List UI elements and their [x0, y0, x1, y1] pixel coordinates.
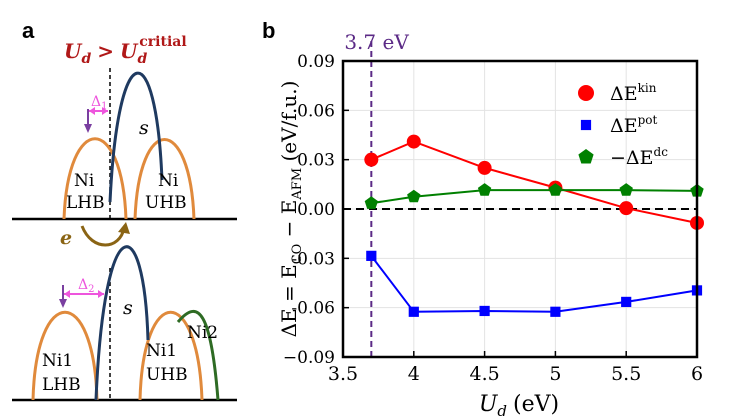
delta2-sym: Δ — [78, 277, 88, 293]
legend-marker-pentagon — [578, 149, 594, 164]
series-line-square — [370, 255, 698, 313]
top-s-band — [108, 71, 164, 203]
x-tick-label: 4 — [408, 363, 420, 385]
legend-label-square: ΔEpot — [610, 113, 658, 137]
top-lhb-band — [62, 137, 128, 220]
bottom-lhb-label-2: LHB — [42, 375, 81, 395]
x-tick-label: 5.5 — [611, 363, 641, 385]
y-tick-label: 0.00 — [297, 200, 335, 220]
y-tick-label: -0.03 — [291, 249, 335, 269]
delta1-sub: 1 — [101, 101, 107, 112]
cond-crit-sup: critial — [139, 34, 186, 50]
panel-a-label: a — [22, 18, 35, 43]
critical-u-label: 3.7 eV — [344, 30, 409, 54]
bottom-down-arrowhead — [59, 299, 67, 308]
delta2-sub: 2 — [88, 284, 94, 295]
condition-title: Ud > Udcritial — [64, 34, 187, 67]
bottom-s-band — [94, 245, 150, 401]
bottom-uhb-band — [138, 310, 204, 401]
series-line-pentagon — [371, 189, 698, 205]
data-point-circle — [364, 152, 379, 167]
y-tick-label: -0.06 — [291, 299, 335, 319]
ylabel-pre: ΔE = E — [277, 264, 301, 337]
x-tick-label: 4.5 — [469, 363, 499, 385]
xlabel-sub: d — [497, 402, 507, 418]
series-line-circle — [370, 140, 698, 224]
top-uhb-label-2: UHB — [145, 193, 187, 213]
cond-u2: U — [120, 39, 139, 63]
cond-u: U — [64, 39, 83, 63]
data-point-square — [479, 305, 490, 317]
cond-u-sub: d — [81, 51, 91, 67]
y-axis-label: ΔE = ECO − EAFM (eV/f.u.) — [277, 81, 305, 338]
xlabel-unit: (eV) — [513, 392, 559, 417]
electron-hop-arrowhead — [118, 222, 130, 234]
cond-op: > — [97, 39, 114, 63]
y-tick-label: 0.06 — [297, 101, 335, 121]
delta1-arrowheads — [89, 107, 108, 115]
panel-a-schematic: a Ud > Udcritial s Ni LHB Ni UHB Δ1 e s Ni… — [12, 18, 237, 402]
x-axis-label: Ud (eV) — [479, 392, 559, 418]
x-tick-label: 5 — [549, 363, 561, 385]
ni2-label: Ni2 — [187, 323, 218, 343]
data-point-pentagon — [364, 196, 378, 209]
data-point-circle — [477, 160, 492, 175]
data-point-square — [621, 296, 632, 308]
delta2-label: Δ2 — [78, 277, 95, 295]
ni2-band — [176, 310, 220, 401]
data-point-pentagon — [619, 183, 633, 196]
x-tick-label: 6 — [691, 363, 703, 385]
bottom-s-label: s — [123, 297, 133, 319]
electron-hop-arrow — [80, 225, 126, 247]
legend: ΔEkin ΔEpot −ΔEdc — [578, 81, 668, 169]
y-tick-label: −0.09 — [283, 348, 335, 368]
top-uhb-label-1: Ni — [158, 171, 179, 191]
ylabel-sub2: AFM — [290, 168, 305, 201]
top-down-arrowhead — [84, 124, 92, 133]
xlabel-main: U — [479, 392, 499, 417]
electron-label: e — [60, 227, 72, 249]
y-tick-label: 0.03 — [297, 151, 335, 171]
legend-label-pentagon: −ΔEdc — [610, 145, 668, 169]
panel-b-chart: b 3.5 4 4.5 5 5.5 6 −0.09 -0.06 -0.03 0.00 0.03 0.0… — [262, 18, 704, 418]
data-point-square — [550, 306, 561, 317]
data-point-pentagon — [477, 183, 492, 196]
bottom-lhb-label-1: Ni1 — [42, 351, 73, 371]
data-point-circle — [406, 134, 421, 149]
bottom-lhb-band — [31, 310, 99, 401]
data-point-circle — [619, 201, 634, 216]
y-tick-label: 0.09 — [297, 52, 335, 72]
ylabel-unit: (eV/f.u.) — [277, 81, 301, 168]
delta1-label: Δ1 — [91, 94, 108, 112]
delta1-sym: Δ — [91, 94, 101, 110]
data-point-square — [408, 306, 419, 317]
top-lhb-label-1: Ni — [74, 171, 95, 191]
legend-marker-circle — [578, 85, 594, 101]
legend-label-circle: ΔEkin — [610, 81, 657, 105]
legend-marker-square — [580, 119, 592, 131]
bottom-uhb-label-1: Ni1 — [146, 341, 177, 361]
top-uhb-band — [133, 138, 196, 220]
top-lhb-label-2: LHB — [66, 193, 105, 213]
ylabel-mid: − E — [277, 200, 301, 244]
x-tick-label: 3.5 — [328, 363, 358, 385]
panel-b-label: b — [262, 18, 275, 43]
bottom-uhb-label-2: UHB — [146, 365, 188, 385]
data-point-pentagon — [548, 183, 563, 196]
top-s-label: s — [139, 117, 149, 139]
data-point-square — [366, 250, 377, 261]
cond-crit-sub: d — [137, 51, 147, 67]
ylabel-sub1: CO — [290, 244, 305, 265]
ticks: 3.5 4 4.5 5 5.5 6 −0.09 -0.06 -0.03 0.00 0.03 0.06 0… — [283, 52, 703, 385]
data-point-pentagon — [407, 189, 421, 203]
reference-lines — [343, 41, 697, 357]
